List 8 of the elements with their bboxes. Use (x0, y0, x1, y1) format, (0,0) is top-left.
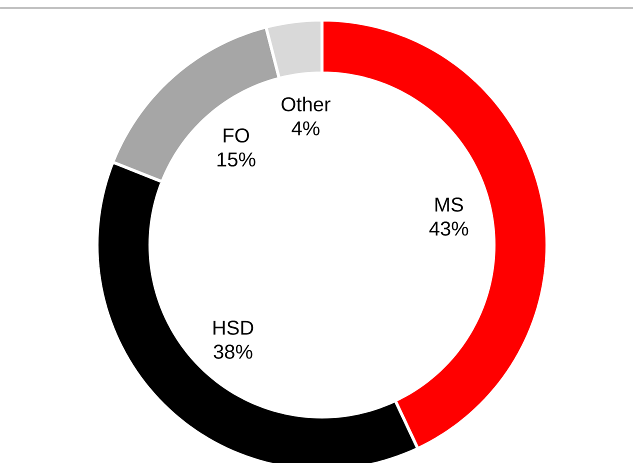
data-label: 38% (214, 344, 252, 359)
slice-label: FO (224, 128, 249, 143)
slice-label: HSD (214, 320, 254, 335)
data-label: 43% (429, 222, 468, 236)
slice-label: MS (436, 198, 463, 212)
data-label: 4% (292, 121, 320, 136)
slice-label: Other (282, 96, 330, 112)
data-label: 15% (218, 152, 256, 167)
